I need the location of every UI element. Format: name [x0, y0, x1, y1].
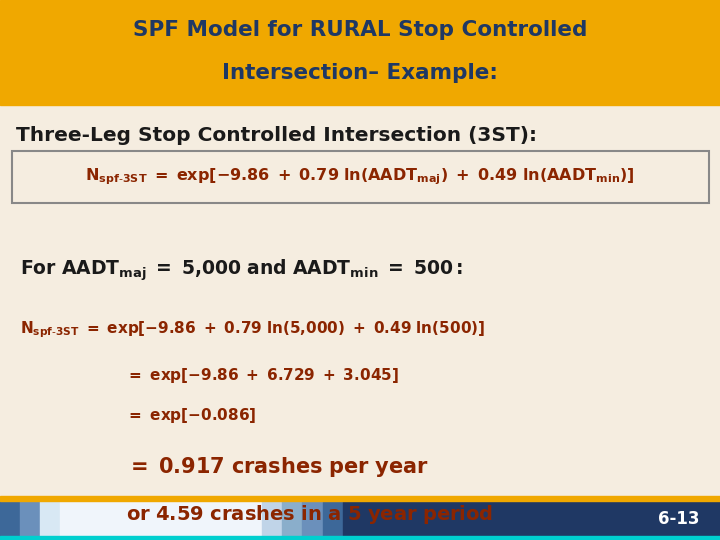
Bar	[40, 501, 60, 536]
Bar	[323, 501, 343, 536]
Bar	[302, 501, 323, 536]
Bar	[0, 501, 20, 536]
Text: Three-Leg Stop Controlled Intersection (3ST):: Three-Leg Stop Controlled Intersection (…	[16, 125, 537, 145]
Text: $\mathbf{=\ exp[-0.086]}$: $\mathbf{=\ exp[-0.086]}$	[126, 406, 256, 426]
Text: $\mathbf{For\ AADT_{maj}\ =\ 5{,}000\ and\ AADT_{min}\ =\ 500:}$: $\mathbf{For\ AADT_{maj}\ =\ 5{,}000\ an…	[20, 257, 464, 283]
Text: $\mathbf{N_{spf\text{-}3ST}\ =\ exp[-9.86\ +\ 0.79\ ln(AADT_{maj})\ +\ 0.49\ ln(: $\mathbf{N_{spf\text{-}3ST}\ =\ exp[-9.8…	[85, 166, 635, 187]
Bar	[60, 501, 161, 536]
Text: SPF Model for RURAL Stop Controlled: SPF Model for RURAL Stop Controlled	[132, 20, 588, 40]
Text: $\mathbf{N_{spf\text{-}3ST}\ =\ exp[-9.86\ +\ 0.79\ ln(5{,}000)\ +\ 0.49\ ln(500: $\mathbf{N_{spf\text{-}3ST}\ =\ exp[-9.8…	[20, 319, 485, 340]
FancyBboxPatch shape	[12, 151, 709, 202]
Text: $\mathbf{or\ 4.59\ crashes\ in\ a\ 5\ year\ period}$: $\mathbf{or\ 4.59\ crashes\ in\ a\ 5\ ye…	[126, 503, 493, 526]
Text: $\mathbf{=\ 0.917\ crashes\ per\ year}$: $\mathbf{=\ 0.917\ crashes\ per\ year}$	[126, 455, 429, 479]
Bar	[0, 0, 720, 105]
Bar	[262, 501, 282, 536]
Bar	[0, 496, 720, 501]
Bar	[0, 536, 720, 540]
Text: 6-13: 6-13	[658, 510, 700, 528]
Bar	[161, 501, 262, 536]
Bar	[282, 501, 302, 536]
Text: Intersection– Example:: Intersection– Example:	[222, 63, 498, 83]
Text: $\mathbf{=\ exp[-9.86\ +\ 6.729\ +\ 3.045]}$: $\mathbf{=\ exp[-9.86\ +\ 6.729\ +\ 3.04…	[126, 366, 399, 385]
Bar	[343, 501, 720, 536]
Bar	[20, 501, 40, 536]
